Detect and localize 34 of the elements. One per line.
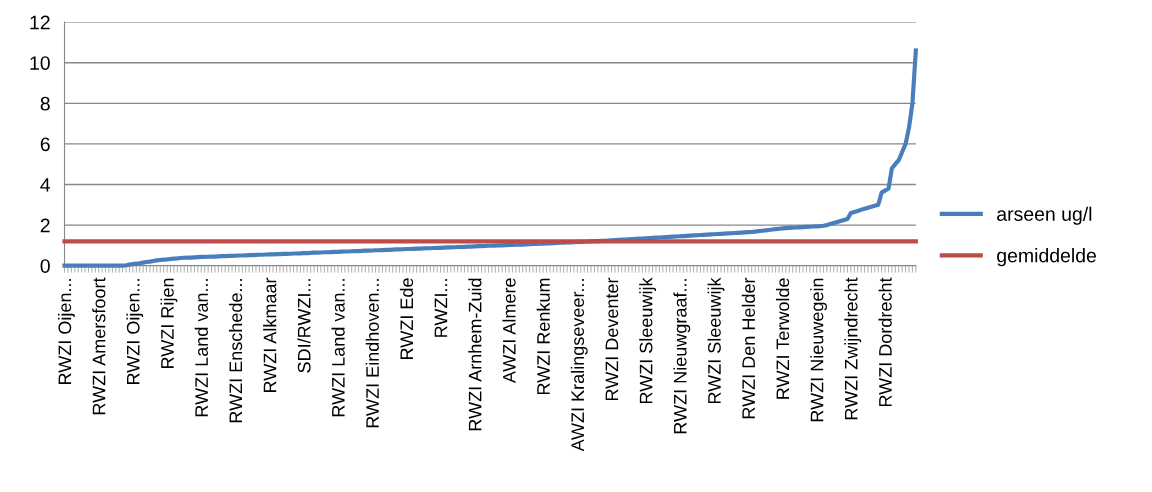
x-tick-label: RWZI Zwijndrecht bbox=[844, 277, 862, 420]
x-tick-label: RWZI Oijen... bbox=[126, 279, 144, 385]
x-tick-label: RWZI Nieuwgraaf... bbox=[673, 279, 691, 434]
x-tick-label: RWZI Renkum bbox=[536, 278, 550, 395]
x-tick-label: RWZI Terwolde bbox=[775, 278, 790, 399]
y-tick-label: 6 bbox=[40, 137, 50, 152]
y-tick-label: 4 bbox=[40, 178, 51, 192]
x-tick-label: SDI/RWZI... bbox=[297, 279, 311, 373]
x-tick-label: RWZI Sleeuwijk bbox=[639, 277, 657, 404]
x-tick-label: RWZI Alkmaar bbox=[263, 277, 277, 393]
x-tick-label: RWZI Nieuwegein bbox=[810, 278, 827, 422]
x-tick-label: RWZI Enschede... bbox=[228, 279, 243, 423]
x-tick-label: RWZI Arnhem-Zuid bbox=[468, 278, 482, 431]
x-tick-label: RWZI Rijen bbox=[160, 278, 178, 368]
y-tick-label: 8 bbox=[40, 96, 50, 111]
legend-label: arseen ug/l bbox=[997, 206, 1092, 225]
x-tick-label: RWZI Deventer bbox=[605, 277, 619, 401]
x-tick-label: RWZI Amersfoort bbox=[92, 277, 106, 415]
x-tick-label: RWZI Den Helder bbox=[741, 277, 756, 419]
x-tick-label: RWZI Eindhoven... bbox=[365, 279, 379, 428]
x-tick-label: RWZI... bbox=[434, 279, 448, 337]
y-tick-label: 12 bbox=[30, 15, 50, 30]
x-tick-label: RWZI Ede bbox=[399, 278, 414, 359]
legend-label: gemiddelde bbox=[997, 248, 1096, 267]
y-tick-label: 10 bbox=[30, 56, 50, 70]
y-tick-label: 2 bbox=[40, 218, 50, 233]
x-tick-label: RWZI Dordrecht bbox=[878, 277, 892, 407]
x-tick-label: RWZI Oijen... bbox=[57, 279, 75, 385]
y-tick-label: 0 bbox=[40, 259, 50, 273]
x-tick-label: RWZI Land van... bbox=[331, 279, 345, 417]
x-tick-label: RWZI Sleeuwijk bbox=[707, 277, 725, 404]
x-tick-label: AWZI Kralingseveer... bbox=[570, 279, 588, 452]
x-tick-label: RWZI Land van... bbox=[194, 279, 208, 417]
x-tick-label: AWZI Almere bbox=[502, 278, 516, 384]
